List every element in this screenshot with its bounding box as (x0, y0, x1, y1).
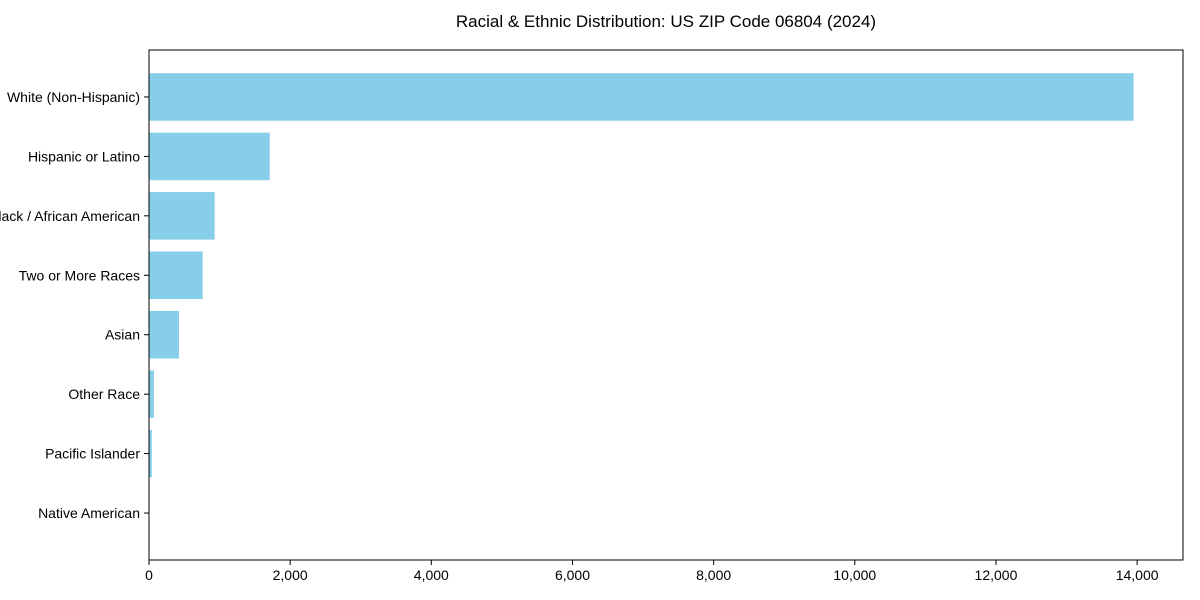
x-tick-label: 4,000 (414, 567, 449, 583)
bar (149, 370, 154, 418)
x-tick-label: 12,000 (975, 567, 1018, 583)
bar (149, 429, 152, 478)
y-tick-label: Native American (38, 505, 140, 521)
y-tick-label: Asian (105, 327, 140, 343)
bar (149, 73, 1134, 121)
x-tick-label: 0 (145, 567, 153, 583)
bar (149, 132, 270, 181)
x-tick-label: 2,000 (273, 567, 308, 583)
x-tick-label: 10,000 (833, 567, 876, 583)
bar (149, 251, 203, 300)
bar (149, 310, 179, 359)
x-tick-label: 14,000 (1116, 567, 1159, 583)
x-tick-label: 8,000 (696, 567, 731, 583)
bar (149, 192, 215, 240)
y-tick-label: Pacific Islander (45, 446, 140, 462)
y-tick-label: Hispanic or Latino (28, 148, 140, 164)
chart-title: Racial & Ethnic Distribution: US ZIP Cod… (455, 12, 877, 31)
y-tick-label: Other Race (68, 386, 140, 402)
y-tick-label: White (Non-Hispanic) (7, 89, 140, 105)
y-tick-label: Two or More Races (19, 267, 140, 283)
y-tick-label: Black / African American (0, 208, 140, 224)
axes-frame (148, 49, 1184, 561)
x-tick-label: 6,000 (555, 567, 590, 583)
